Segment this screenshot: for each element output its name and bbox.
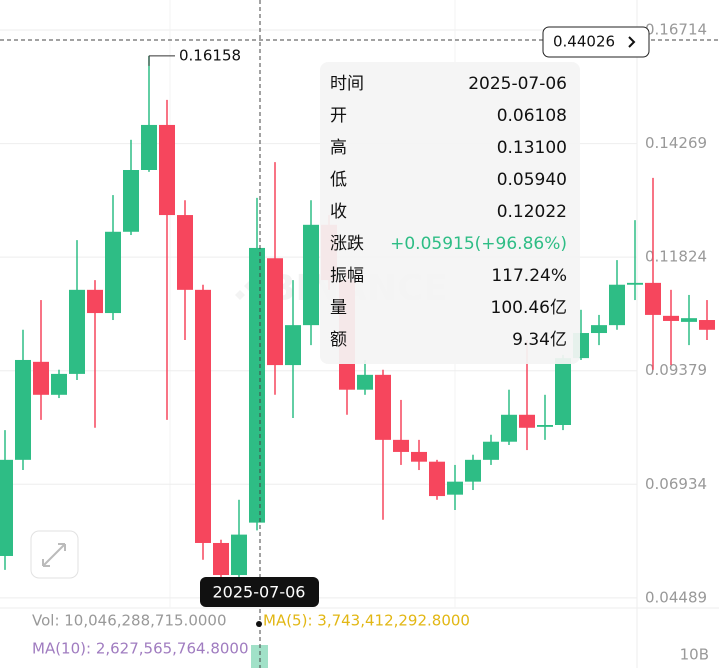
candle-body xyxy=(663,315,679,321)
tooltip-label: 高 xyxy=(330,138,347,158)
tooltip-value: 9.34亿 xyxy=(512,330,567,350)
candle-body xyxy=(699,320,715,330)
date-box xyxy=(200,577,319,607)
candle-body xyxy=(501,414,517,442)
tooltip-rows: 时间 2025-07-06 开 0.06108 高 0.13100 低 0.05940 收 0.1… xyxy=(330,74,567,350)
volume-axis-label: 10B xyxy=(680,646,709,664)
tooltip-box xyxy=(320,62,580,364)
chevron xyxy=(628,36,636,48)
date-label: 2025-07-06 xyxy=(213,583,306,602)
candle-body xyxy=(645,282,661,315)
candle-body xyxy=(537,424,553,427)
candle-body xyxy=(231,534,247,576)
candle-body xyxy=(105,231,121,314)
candle-body xyxy=(267,258,283,366)
candle-body xyxy=(303,224,319,326)
candle-body xyxy=(681,318,697,322)
expand-button[interactable] xyxy=(30,530,79,579)
tooltip-label: 收 xyxy=(330,202,347,222)
candle-body xyxy=(15,359,31,460)
candle-body xyxy=(375,374,391,440)
tooltip-label: 低 xyxy=(330,170,347,190)
tooltip-label: 时间 xyxy=(330,74,364,94)
tooltip-value: 0.06108 xyxy=(497,106,567,126)
tooltip-label: 开 xyxy=(330,106,347,126)
tooltip-value: 0.12022 xyxy=(497,202,567,222)
candle-body xyxy=(123,169,139,232)
candle-body xyxy=(429,461,445,497)
y-tick-label: 0.06934 xyxy=(645,475,707,493)
candle-body xyxy=(393,439,409,452)
tooltip-value: 100.46亿 xyxy=(491,298,567,318)
candle-body xyxy=(213,542,229,576)
candle-body xyxy=(87,289,103,314)
tooltip-label: 振幅 xyxy=(330,266,364,286)
y-tick-label: 0.11824 xyxy=(645,248,707,266)
tooltip-label: 量 xyxy=(330,298,347,318)
candle-body xyxy=(411,451,427,462)
dot xyxy=(256,621,262,627)
last-price-tag[interactable]: 0.44026 xyxy=(542,26,650,58)
ma10-text: MA(10): 2,627,565,764.8000 xyxy=(32,640,249,658)
y-tick-label: 0.04489 xyxy=(645,588,707,606)
tooltip-value: 0.05940 xyxy=(497,170,567,190)
candle-body xyxy=(141,124,157,170)
volume-text: Vol: 10,046,288,715.0000 xyxy=(32,612,227,630)
expand-icon xyxy=(42,543,66,567)
candle-body xyxy=(357,374,373,390)
candle-body xyxy=(195,289,211,543)
tooltip: 时间 2025-07-06 开 0.06108 高 0.13100 低 0.05940 收 0.1… xyxy=(320,62,580,364)
candle-body xyxy=(33,361,49,395)
volume-bar-fragment xyxy=(251,645,268,668)
candle-body xyxy=(609,284,625,326)
ma5-text: MA(5): 3,743,412,292.8000 xyxy=(263,612,470,630)
y-tick-label: 0.09379 xyxy=(645,361,707,379)
candle-body xyxy=(0,459,13,556)
candle-body xyxy=(519,414,535,428)
high-label: 0.16158 xyxy=(179,46,241,64)
date-tag: 2025-07-06 xyxy=(200,577,319,607)
tooltip-value: 117.24% xyxy=(491,266,567,286)
candle-body xyxy=(249,247,265,523)
candle-body xyxy=(465,459,481,482)
candle-body xyxy=(177,215,193,290)
tag-box xyxy=(542,26,650,58)
tooltip-value: +0.05915(+96.86%) xyxy=(390,234,567,254)
tooltip-value: 2025-07-06 xyxy=(468,74,567,94)
y-tick-label: 0.16714 xyxy=(645,21,707,39)
tooltip-value: 0.13100 xyxy=(497,138,567,158)
candle-body xyxy=(627,282,643,285)
high-annotation: 0.16158 xyxy=(148,46,241,66)
candle-body xyxy=(51,373,67,395)
tooltip-label: 额 xyxy=(330,330,347,350)
candle-body xyxy=(555,358,571,425)
candle-body xyxy=(591,325,607,334)
candle-body xyxy=(447,481,463,495)
y-tick-label: 0.14269 xyxy=(645,134,707,152)
candle-body xyxy=(159,124,175,216)
annotation-leader xyxy=(148,55,175,66)
last-price: 0.44026 xyxy=(553,33,615,51)
candle-body xyxy=(69,289,85,374)
candle-body xyxy=(285,325,301,366)
tooltip-label: 涨跌 xyxy=(330,234,364,254)
candle-body xyxy=(483,441,499,460)
